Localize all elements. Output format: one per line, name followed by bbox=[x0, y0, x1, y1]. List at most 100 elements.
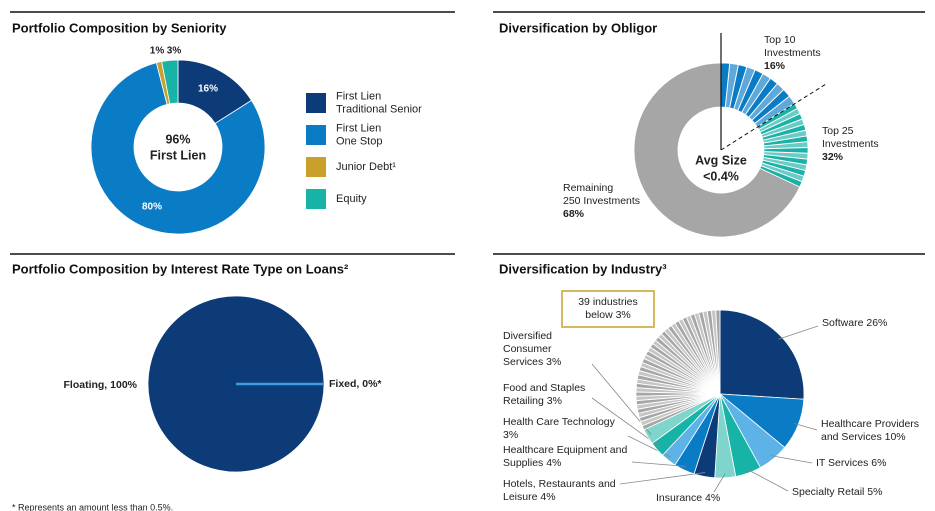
data-label: Food and Staples bbox=[503, 382, 585, 394]
slice bbox=[90, 62, 266, 235]
center-label: First Lien bbox=[150, 148, 206, 162]
stripe-line bbox=[763, 135, 807, 144]
data-label: One Stop bbox=[336, 135, 382, 147]
stripe-line bbox=[639, 370, 721, 395]
legend-swatch bbox=[306, 157, 326, 177]
data-label: Retailing 3% bbox=[503, 395, 562, 407]
data-label: Investments bbox=[822, 138, 879, 150]
stripe-line bbox=[649, 346, 721, 395]
stripe-line bbox=[762, 159, 806, 172]
stripe-line bbox=[647, 350, 721, 395]
stripe-line bbox=[758, 107, 798, 130]
stripe-line bbox=[685, 316, 721, 395]
stripe-line bbox=[657, 336, 721, 395]
stripe-line bbox=[636, 382, 721, 395]
chart-title: Portfolio Composition by Seniority bbox=[12, 20, 227, 35]
stripe-line bbox=[641, 361, 721, 395]
stripe-line bbox=[715, 310, 721, 395]
stripe-line bbox=[760, 118, 803, 136]
slice bbox=[161, 59, 179, 105]
data-label: Remaining bbox=[563, 182, 613, 194]
value-label: 1% bbox=[150, 46, 165, 57]
stripe-line bbox=[763, 156, 807, 166]
stripe-line bbox=[678, 320, 721, 395]
stripe-line bbox=[643, 358, 721, 395]
leader-line bbox=[631, 461, 686, 467]
legend-swatch bbox=[306, 93, 326, 113]
stripe bbox=[763, 141, 808, 149]
stripe-line bbox=[638, 374, 721, 395]
leader-line bbox=[794, 423, 818, 431]
stripe-line bbox=[737, 69, 756, 111]
slice bbox=[633, 62, 801, 238]
stripe bbox=[761, 162, 804, 182]
stripe-line bbox=[640, 366, 721, 395]
chart-title: Portfolio Composition by Interest Rate T… bbox=[12, 261, 349, 276]
stripe bbox=[758, 108, 801, 133]
data-label: Health Care Technology bbox=[503, 416, 616, 428]
data-label: First Lien bbox=[336, 122, 381, 134]
stripe-line bbox=[639, 393, 721, 419]
data-label: Fixed, 0%* bbox=[329, 378, 382, 390]
stripe-line bbox=[751, 89, 785, 121]
data-label: Specialty Retail 5% bbox=[792, 486, 882, 498]
callout-box bbox=[561, 290, 655, 328]
stripe-line bbox=[664, 330, 721, 395]
stripe-line bbox=[645, 354, 721, 395]
stripe bbox=[725, 63, 739, 108]
center-label: 96% bbox=[165, 132, 190, 146]
stripe-line bbox=[748, 83, 778, 118]
stripe-line bbox=[637, 378, 721, 395]
data-label: 3% bbox=[503, 429, 518, 441]
stripe-line bbox=[698, 312, 721, 395]
data-label: Leisure 4% bbox=[503, 491, 556, 503]
stripe-line bbox=[763, 153, 808, 160]
stripe-line bbox=[640, 393, 721, 423]
stripe-line bbox=[637, 393, 721, 410]
stripe-line bbox=[733, 66, 748, 110]
stripe-line bbox=[655, 339, 721, 395]
legend-swatch bbox=[306, 125, 326, 145]
stripe-line bbox=[761, 162, 805, 177]
leader-line bbox=[770, 455, 813, 464]
leader-line bbox=[778, 325, 819, 340]
data-label: below 3% bbox=[585, 309, 631, 321]
data-label: Insurance 4% bbox=[656, 492, 720, 504]
value-label: 68% bbox=[563, 208, 585, 220]
stripe-line bbox=[762, 129, 806, 141]
data-label: Supplies 4% bbox=[503, 457, 561, 469]
stripe-line bbox=[763, 141, 808, 147]
center-label: Avg Size bbox=[695, 153, 747, 167]
legend-swatch bbox=[306, 189, 326, 209]
stripe-line bbox=[763, 151, 808, 154]
value-label: 32% bbox=[822, 151, 844, 163]
value-label: 80% bbox=[142, 202, 162, 213]
stripe bbox=[754, 96, 795, 127]
stripe-line bbox=[674, 322, 721, 395]
value-label: 16% bbox=[198, 84, 218, 95]
value-label: 3% bbox=[167, 46, 182, 57]
data-label: Software 26% bbox=[822, 317, 887, 329]
stripe-line bbox=[724, 63, 731, 108]
stripe-line bbox=[667, 327, 721, 395]
data-label: Junior Debt¹ bbox=[336, 161, 396, 173]
stripe-line bbox=[702, 311, 721, 395]
stripe-line bbox=[652, 343, 721, 395]
stripe-line bbox=[642, 393, 721, 427]
stripe bbox=[658, 333, 720, 394]
stripe-line bbox=[761, 124, 805, 138]
stripe-line bbox=[660, 333, 721, 395]
stripe-line bbox=[759, 113, 801, 133]
data-label: First Lien bbox=[336, 90, 381, 102]
data-label: Diversified bbox=[503, 330, 552, 342]
stripe-line bbox=[744, 78, 771, 115]
stripe-line bbox=[636, 391, 721, 395]
stripe-line bbox=[670, 325, 721, 395]
data-label: Top 10 bbox=[764, 34, 796, 46]
data-label: Services 3% bbox=[503, 356, 561, 368]
leader-line bbox=[713, 473, 726, 493]
stripe-line bbox=[636, 387, 721, 395]
data-label: Traditional Senior bbox=[336, 103, 422, 115]
chart-title: Diversification by Obligor bbox=[499, 20, 657, 35]
